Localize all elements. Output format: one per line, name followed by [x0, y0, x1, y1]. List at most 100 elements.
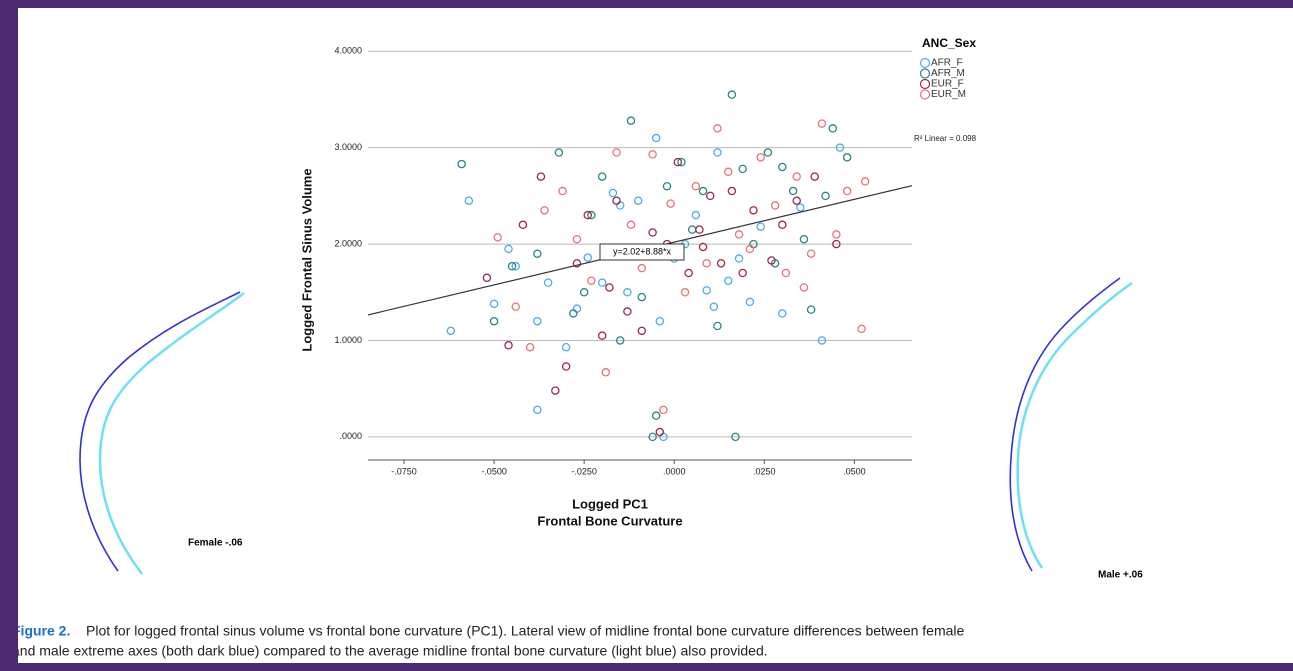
- y-tick-label: 4.0000: [334, 46, 362, 56]
- point: [862, 178, 869, 185]
- point: [692, 183, 699, 190]
- point: [599, 332, 606, 339]
- point: [735, 231, 742, 238]
- point: [627, 117, 634, 124]
- point: [707, 192, 714, 199]
- point: [624, 289, 631, 296]
- series: [458, 91, 851, 440]
- point: [638, 265, 645, 272]
- point: [750, 207, 757, 214]
- point: [793, 173, 800, 180]
- female-label: Female -.06: [188, 538, 243, 549]
- point: [746, 245, 753, 252]
- point: [800, 284, 807, 291]
- point: [779, 221, 786, 228]
- point: [613, 149, 620, 156]
- point: [739, 269, 746, 276]
- legend-label: EUR_F: [931, 79, 964, 90]
- y-tick-label: 3.0000: [334, 142, 362, 152]
- point: [555, 149, 562, 156]
- point: [541, 207, 548, 214]
- point: [588, 277, 595, 284]
- point: [714, 125, 721, 132]
- legend-label: AFR_M: [931, 68, 965, 79]
- series: [447, 134, 843, 440]
- point: [638, 293, 645, 300]
- series: [483, 159, 840, 436]
- legend-title: ANC_Sex: [922, 36, 976, 50]
- figure-panel: Female -.06 Male +.06 Figure 2. Plot for…: [18, 8, 1293, 663]
- point: [757, 223, 764, 230]
- point: [692, 212, 699, 219]
- x-axis-label: Frontal Bone Curvature: [537, 513, 682, 528]
- point: [685, 269, 692, 276]
- point: [534, 406, 541, 413]
- point: [779, 163, 786, 170]
- point: [505, 342, 512, 349]
- point: [717, 260, 724, 267]
- point: [653, 134, 660, 141]
- y-axis-label: Logged Frontal Sinus Volume: [299, 168, 314, 351]
- point: [764, 149, 771, 156]
- x-axis-label: Logged PC1: [572, 496, 648, 511]
- point: [746, 298, 753, 305]
- x-tick-label: -.0250: [571, 466, 597, 476]
- point: [649, 229, 656, 236]
- point: [725, 277, 732, 284]
- point: [656, 428, 663, 435]
- point: [681, 289, 688, 296]
- fit-label: y=2.02+8.88*x: [613, 246, 672, 256]
- point: [818, 120, 825, 127]
- point: [613, 197, 620, 204]
- point: [494, 234, 501, 241]
- r2-label: R² Linear = 0.098: [914, 134, 977, 143]
- point: [728, 91, 735, 98]
- legend-marker: [921, 90, 930, 99]
- point: [519, 221, 526, 228]
- point: [617, 202, 624, 209]
- point: [858, 325, 865, 332]
- point: [797, 204, 804, 211]
- point: [559, 187, 566, 194]
- extreme-curve: [1010, 278, 1120, 571]
- point: [649, 151, 656, 158]
- point: [771, 202, 778, 209]
- point: [714, 149, 721, 156]
- point: [829, 125, 836, 132]
- point: [710, 303, 717, 310]
- point: [779, 310, 786, 317]
- point: [714, 322, 721, 329]
- point: [609, 189, 616, 196]
- point: [624, 308, 631, 315]
- point: [490, 300, 497, 307]
- point: [800, 236, 807, 243]
- x-tick-label: -.0750: [391, 466, 417, 476]
- legend-label: EUR_M: [931, 89, 966, 100]
- x-tick-label: -.0500: [481, 466, 507, 476]
- point: [822, 192, 829, 199]
- point: [660, 406, 667, 413]
- point: [599, 279, 606, 286]
- point: [725, 168, 732, 175]
- point: [635, 197, 642, 204]
- point: [728, 187, 735, 194]
- point: [833, 231, 840, 238]
- y-tick-label: 2.0000: [334, 238, 362, 248]
- point: [663, 183, 670, 190]
- point: [735, 255, 742, 262]
- point: [844, 187, 851, 194]
- female-curve: [80, 292, 244, 574]
- point: [606, 284, 613, 291]
- point: [808, 306, 815, 313]
- male-curve: [1010, 278, 1132, 571]
- point: [490, 318, 497, 325]
- point: [505, 245, 512, 252]
- point: [527, 344, 534, 351]
- point: [465, 197, 472, 204]
- point: [537, 173, 544, 180]
- legend-label: AFR_F: [931, 58, 963, 69]
- point: [581, 289, 588, 296]
- point: [573, 305, 580, 312]
- point: [793, 197, 800, 204]
- point: [599, 173, 606, 180]
